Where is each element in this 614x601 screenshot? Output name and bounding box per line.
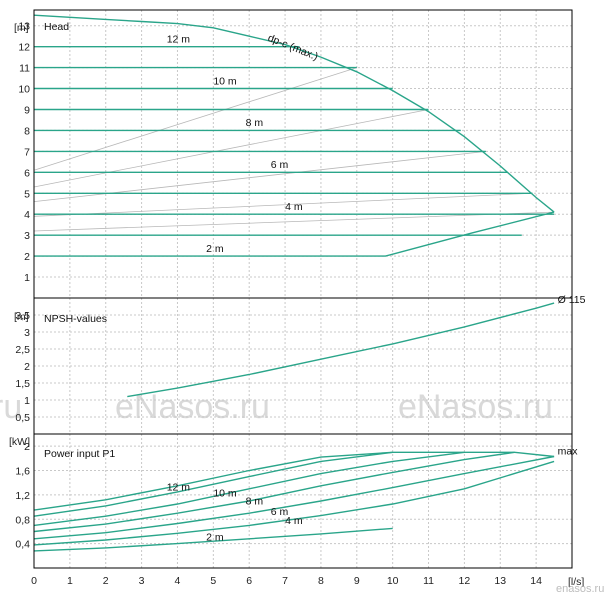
y-tick-label: 11 bbox=[19, 63, 30, 75]
y-tick-label: 10 bbox=[18, 84, 30, 96]
curve-label: 2 m bbox=[206, 532, 224, 544]
y-tick-label: 4 bbox=[24, 209, 30, 221]
npsh-panel-unit: [m] bbox=[14, 311, 29, 323]
curve-label: max bbox=[558, 446, 579, 458]
y-tick-label: 1,2 bbox=[15, 490, 30, 502]
y-tick-label: 3 bbox=[24, 327, 30, 339]
x-tick-label: 1 bbox=[67, 575, 73, 587]
curve-label: 6 m bbox=[271, 506, 289, 518]
y-tick-label: 0,8 bbox=[15, 514, 30, 526]
series-line bbox=[33, 451, 393, 517]
series-line bbox=[33, 451, 465, 527]
system-curve bbox=[33, 211, 555, 232]
curve-label: 10 m bbox=[213, 488, 237, 500]
enasos-logo: enasos.ru bbox=[556, 583, 604, 595]
series-line bbox=[33, 455, 555, 540]
head-panel-title: Head bbox=[44, 21, 69, 33]
y-tick-label: 1 bbox=[24, 395, 30, 407]
watermark-1: eNasos.ru bbox=[115, 388, 270, 426]
series-line bbox=[33, 451, 555, 511]
head-panel-unit: [m] bbox=[14, 22, 29, 34]
y-tick-label: 1,6 bbox=[15, 466, 30, 478]
y-tick-label: 2 bbox=[24, 361, 30, 373]
y-tick-label: 6 bbox=[24, 167, 30, 179]
power-panel-title: Power input P1 bbox=[44, 448, 115, 460]
curve-label: 6 m bbox=[271, 159, 289, 171]
y-tick-label: 0,5 bbox=[15, 412, 30, 424]
curve-label: 12 m bbox=[167, 33, 191, 45]
panel-frame bbox=[33, 433, 573, 569]
y-tick-label: 1,5 bbox=[15, 378, 30, 390]
x-axis-unit: [l/s] bbox=[568, 576, 584, 588]
system-curve bbox=[33, 109, 429, 188]
y-tick-label: 1 bbox=[24, 272, 30, 284]
x-tick-label: 14 bbox=[530, 575, 542, 587]
system-curve bbox=[33, 192, 533, 217]
x-tick-label: 6 bbox=[246, 575, 252, 587]
y-tick-label: 8 bbox=[24, 125, 30, 137]
y-tick-label: 7 bbox=[24, 146, 30, 158]
y-tick-label: 5 bbox=[24, 188, 30, 200]
y-tick-label: 12 bbox=[18, 42, 30, 54]
y-tick-label: 0,4 bbox=[15, 539, 30, 551]
power-panel-unit: [kW] bbox=[9, 436, 30, 448]
y-tick-label: 13 bbox=[18, 21, 30, 33]
curve-label: 12 m bbox=[167, 482, 191, 494]
x-tick-label: 7 bbox=[282, 575, 288, 587]
x-tick-label: 13 bbox=[494, 575, 506, 587]
x-tick-label: 10 bbox=[387, 575, 399, 587]
x-tick-label: 4 bbox=[175, 575, 181, 587]
x-tick-label: 5 bbox=[210, 575, 216, 587]
y-tick-label: 2 bbox=[24, 251, 30, 263]
curve-label: 8 m bbox=[246, 496, 264, 508]
curve-label: 4 m bbox=[285, 201, 303, 213]
x-tick-label: 0 bbox=[31, 575, 37, 587]
y-tick-label: 2,5 bbox=[15, 344, 30, 356]
y-tick-label: 3 bbox=[24, 230, 30, 242]
x-tick-label: 9 bbox=[354, 575, 360, 587]
x-tick-label: 8 bbox=[318, 575, 324, 587]
series-line bbox=[33, 460, 555, 546]
watermark-2: eNasos.ru bbox=[398, 388, 553, 426]
y-tick-label: 2 bbox=[24, 441, 30, 453]
x-tick-label: 11 bbox=[423, 575, 434, 587]
x-tick-label: 2 bbox=[103, 575, 109, 587]
series-line bbox=[33, 527, 393, 552]
curve-label: 4 m bbox=[285, 515, 303, 527]
curve-label: 2 m bbox=[206, 243, 224, 255]
x-tick-label: 3 bbox=[139, 575, 145, 587]
y-tick-label: 9 bbox=[24, 104, 30, 116]
series-line bbox=[34, 211, 555, 257]
y-tick-label: 3,5 bbox=[15, 310, 30, 322]
npsh-panel-title: NPSH-values bbox=[44, 313, 107, 325]
watermark-left-fragment: ru bbox=[0, 388, 22, 426]
series-line bbox=[33, 451, 515, 533]
curve-label: 8 m bbox=[246, 117, 264, 129]
series-line bbox=[127, 302, 555, 398]
x-tick-label: 12 bbox=[459, 575, 471, 587]
curve-label: 10 m bbox=[213, 75, 237, 87]
system-curve bbox=[33, 67, 357, 171]
